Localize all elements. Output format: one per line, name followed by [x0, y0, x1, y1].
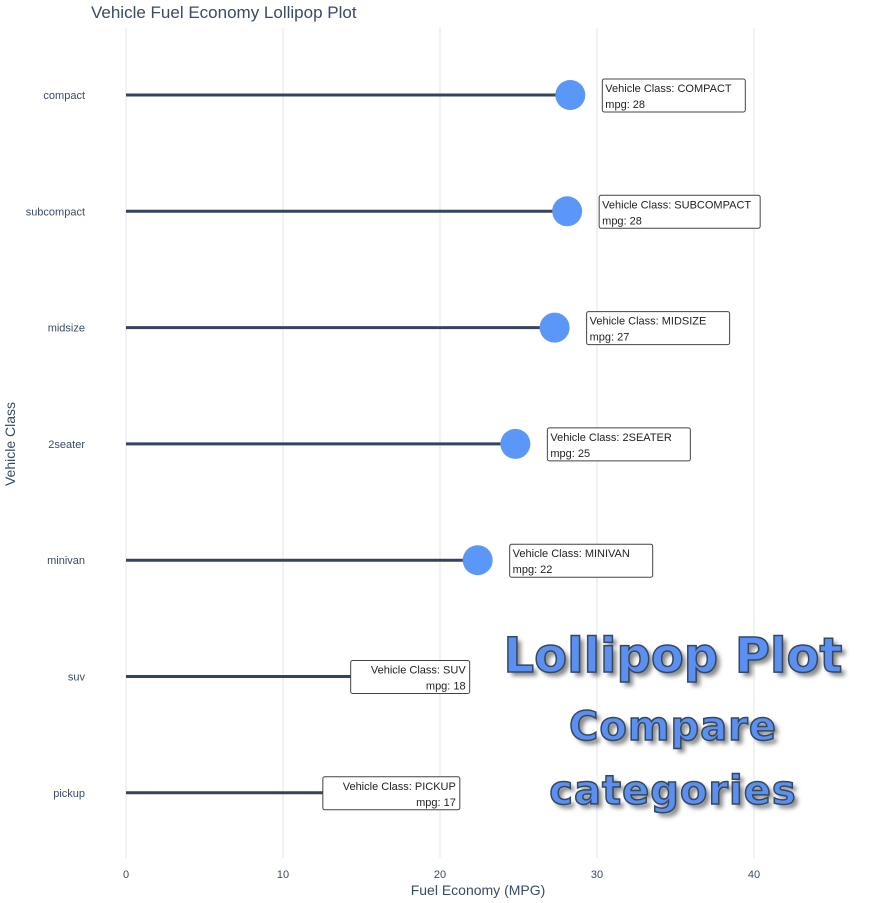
watermark-subtitle-1: Compare [568, 703, 777, 751]
chart-title: Vehicle Fuel Economy Lollipop Plot [91, 3, 357, 22]
watermark-subtitle-2: categories [549, 767, 797, 815]
y-axis-label: Vehicle Class [2, 402, 18, 486]
x-axis-label: Fuel Economy (MPG) [411, 882, 546, 898]
tooltip-box [586, 311, 731, 346]
tooltip-line-value: mpg: 27 [590, 332, 630, 344]
lollipop-dot [539, 312, 570, 343]
lollipop-dot [500, 428, 531, 459]
x-tick-label: 10 [277, 869, 289, 881]
x-tick-label: 40 [748, 869, 760, 881]
tooltip-line-class: Vehicle Class: MINIVAN [513, 548, 630, 560]
tooltip-box [601, 78, 746, 113]
tooltip-line-class: Vehicle Class: 2SEATER [550, 432, 672, 444]
tooltip-line-class: Vehicle Class: SUBCOMPACT [602, 199, 751, 211]
watermark-title: Lollipop Plot [503, 627, 843, 685]
y-tick-label: suv [68, 672, 86, 684]
tooltip-line-class: Vehicle Class: COMPACT [605, 83, 732, 95]
y-tick-label: subcompact [26, 206, 85, 218]
tooltip-line-class: Vehicle Class: PICKUP [343, 781, 456, 793]
tooltip-line-value: mpg: 28 [602, 215, 642, 227]
lollipop-dot [555, 80, 586, 110]
tooltip-box [322, 776, 461, 811]
y-tick-label: minivan [47, 555, 85, 567]
tooltip-line-value: mpg: 28 [605, 99, 645, 111]
y-tick-label: pickup [53, 788, 85, 800]
tooltip-box [350, 660, 471, 694]
tooltip-line-class: Vehicle Class: SUV [371, 665, 466, 677]
x-tick-label: 20 [434, 869, 446, 881]
y-tick-label: compact [43, 90, 85, 102]
lollipop-dot [552, 196, 583, 227]
tooltip-line-value: mpg: 22 [513, 564, 553, 576]
lollipop-dot [462, 545, 493, 576]
y-tick-label: 2seater [48, 439, 85, 451]
y-tick-label: midsize [48, 323, 85, 335]
tooltip-line-value: mpg: 18 [426, 681, 466, 693]
x-tick-label: 30 [591, 869, 603, 881]
x-tick-label: 0 [123, 869, 129, 881]
tooltip-box [598, 194, 761, 229]
tooltip-line-value: mpg: 25 [550, 448, 590, 460]
tooltip-line-class: Vehicle Class: MIDSIZE [590, 316, 707, 328]
tooltip-box [546, 427, 691, 462]
tooltip-box [509, 543, 654, 578]
tooltip-line-value: mpg: 17 [416, 797, 456, 809]
